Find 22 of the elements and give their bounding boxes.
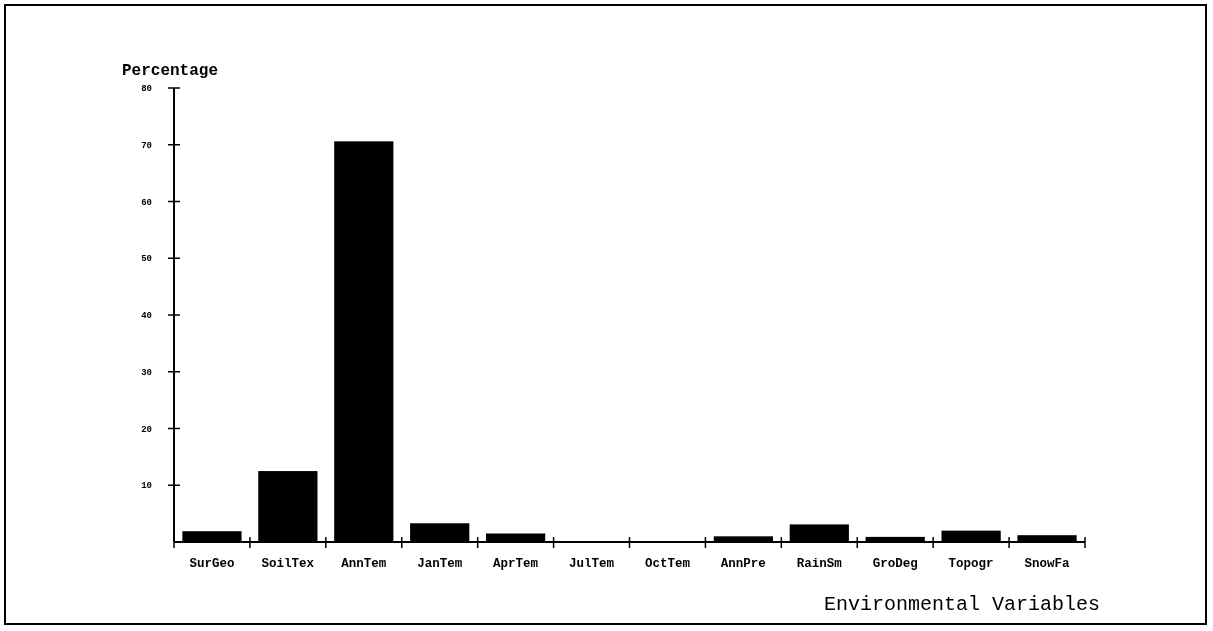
y-tick-label: 20	[141, 424, 152, 435]
x-tick-label: GroDeg	[872, 557, 918, 571]
x-tick-label: AnnTem	[341, 557, 387, 571]
x-tick-label: AnnPre	[720, 557, 766, 571]
y-axis-title: Percentage	[122, 62, 219, 80]
x-tick-label: AprTem	[493, 557, 539, 571]
y-tick-label: 30	[141, 367, 152, 378]
x-tick-label: Topogr	[948, 557, 994, 571]
x-tick-label: SnowFa	[1024, 557, 1071, 571]
x-tick-label: JanTem	[417, 557, 463, 571]
y-tick-label: 60	[141, 197, 152, 208]
x-tick-label: SoilTex	[261, 557, 315, 571]
y-tick-label: 10	[141, 481, 152, 492]
x-tick-label: RainSm	[796, 557, 843, 571]
x-tick-label: SurGeo	[189, 557, 235, 571]
y-tick-label: 70	[141, 140, 152, 151]
x-tick-label: JulTem	[569, 557, 615, 571]
x-tick-label: OctTem	[644, 557, 691, 571]
y-tick-label: 80	[141, 84, 152, 95]
y-tick-label: 50	[141, 254, 152, 265]
x-axis-title: Environmental Variables	[823, 593, 1100, 616]
y-tick-label: 40	[141, 311, 152, 322]
